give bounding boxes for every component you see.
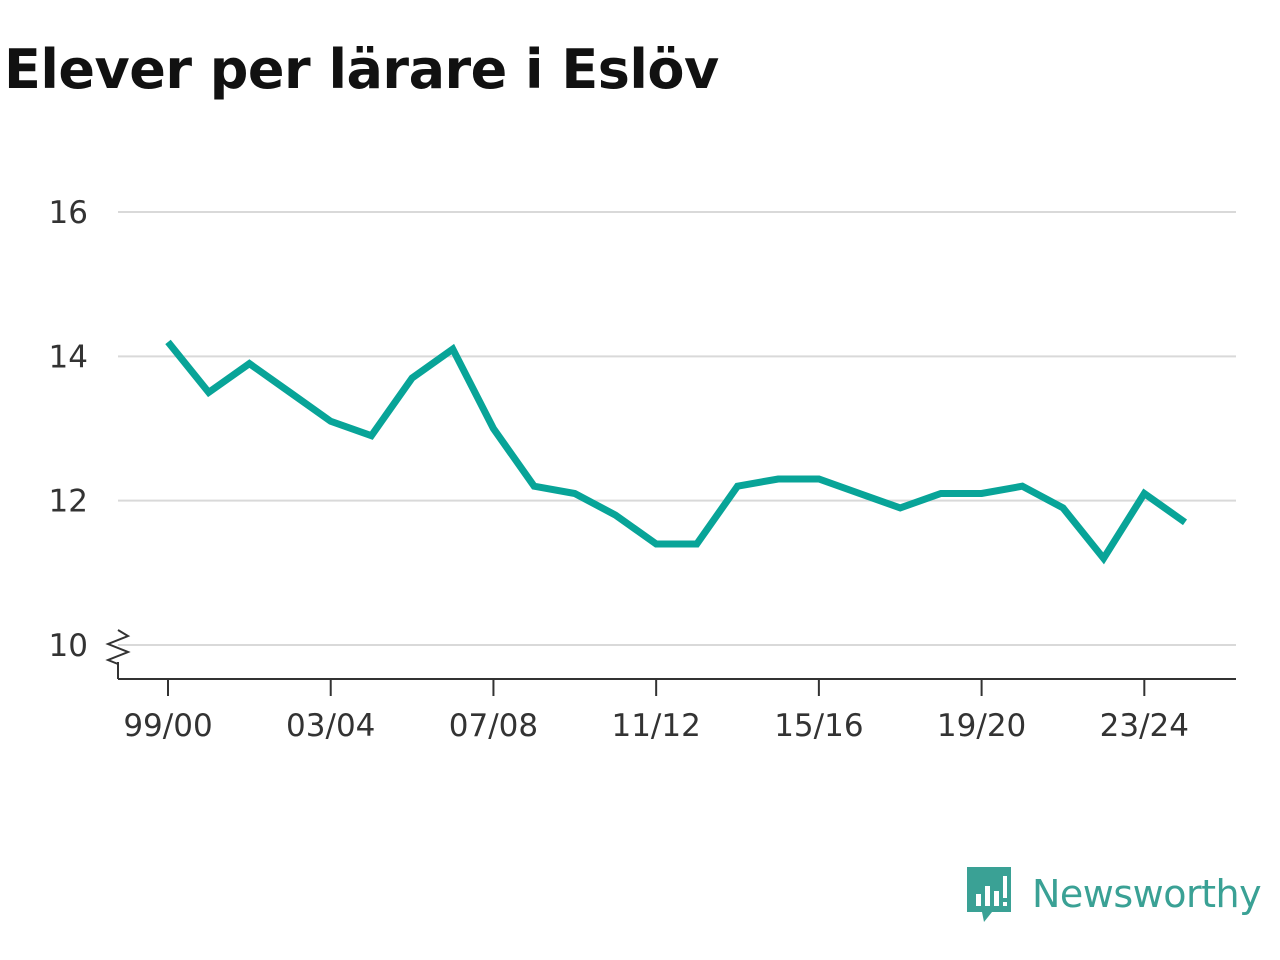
- x-tick-label: 07/08: [449, 708, 538, 744]
- brand-name: Newsworthy: [1032, 872, 1262, 916]
- newsworthy-logo-icon: [967, 867, 1011, 922]
- x-axis-ticks: 99/00 03/04 07/08 11/12 15/16 19/20 23/24: [123, 679, 1189, 744]
- y-tick-label: 10: [49, 628, 88, 664]
- x-tick-label: 23/24: [1100, 708, 1189, 744]
- x-tick-label: 15/16: [774, 708, 863, 744]
- brand: Newsworthy: [964, 864, 1262, 924]
- series-line: [165, 339, 1188, 565]
- x-tick-label: 03/04: [286, 708, 375, 744]
- y-axis-break-icon: [105, 629, 131, 665]
- x-axis: [105, 629, 1236, 680]
- y-tick-label: 12: [49, 484, 88, 520]
- series: [165, 339, 1188, 565]
- x-tick-label: 11/12: [611, 708, 700, 744]
- y-tick-label: 14: [49, 339, 88, 375]
- x-tick-label: 19/20: [937, 708, 1026, 744]
- grid-lines: [118, 211, 1236, 646]
- y-tick-label: 16: [49, 195, 88, 231]
- y-axis-ticks: 10 12 14 16: [49, 195, 88, 664]
- chart-title: Elever per lärare i Eslöv: [4, 38, 719, 101]
- x-tick-label: 99/00: [123, 708, 212, 744]
